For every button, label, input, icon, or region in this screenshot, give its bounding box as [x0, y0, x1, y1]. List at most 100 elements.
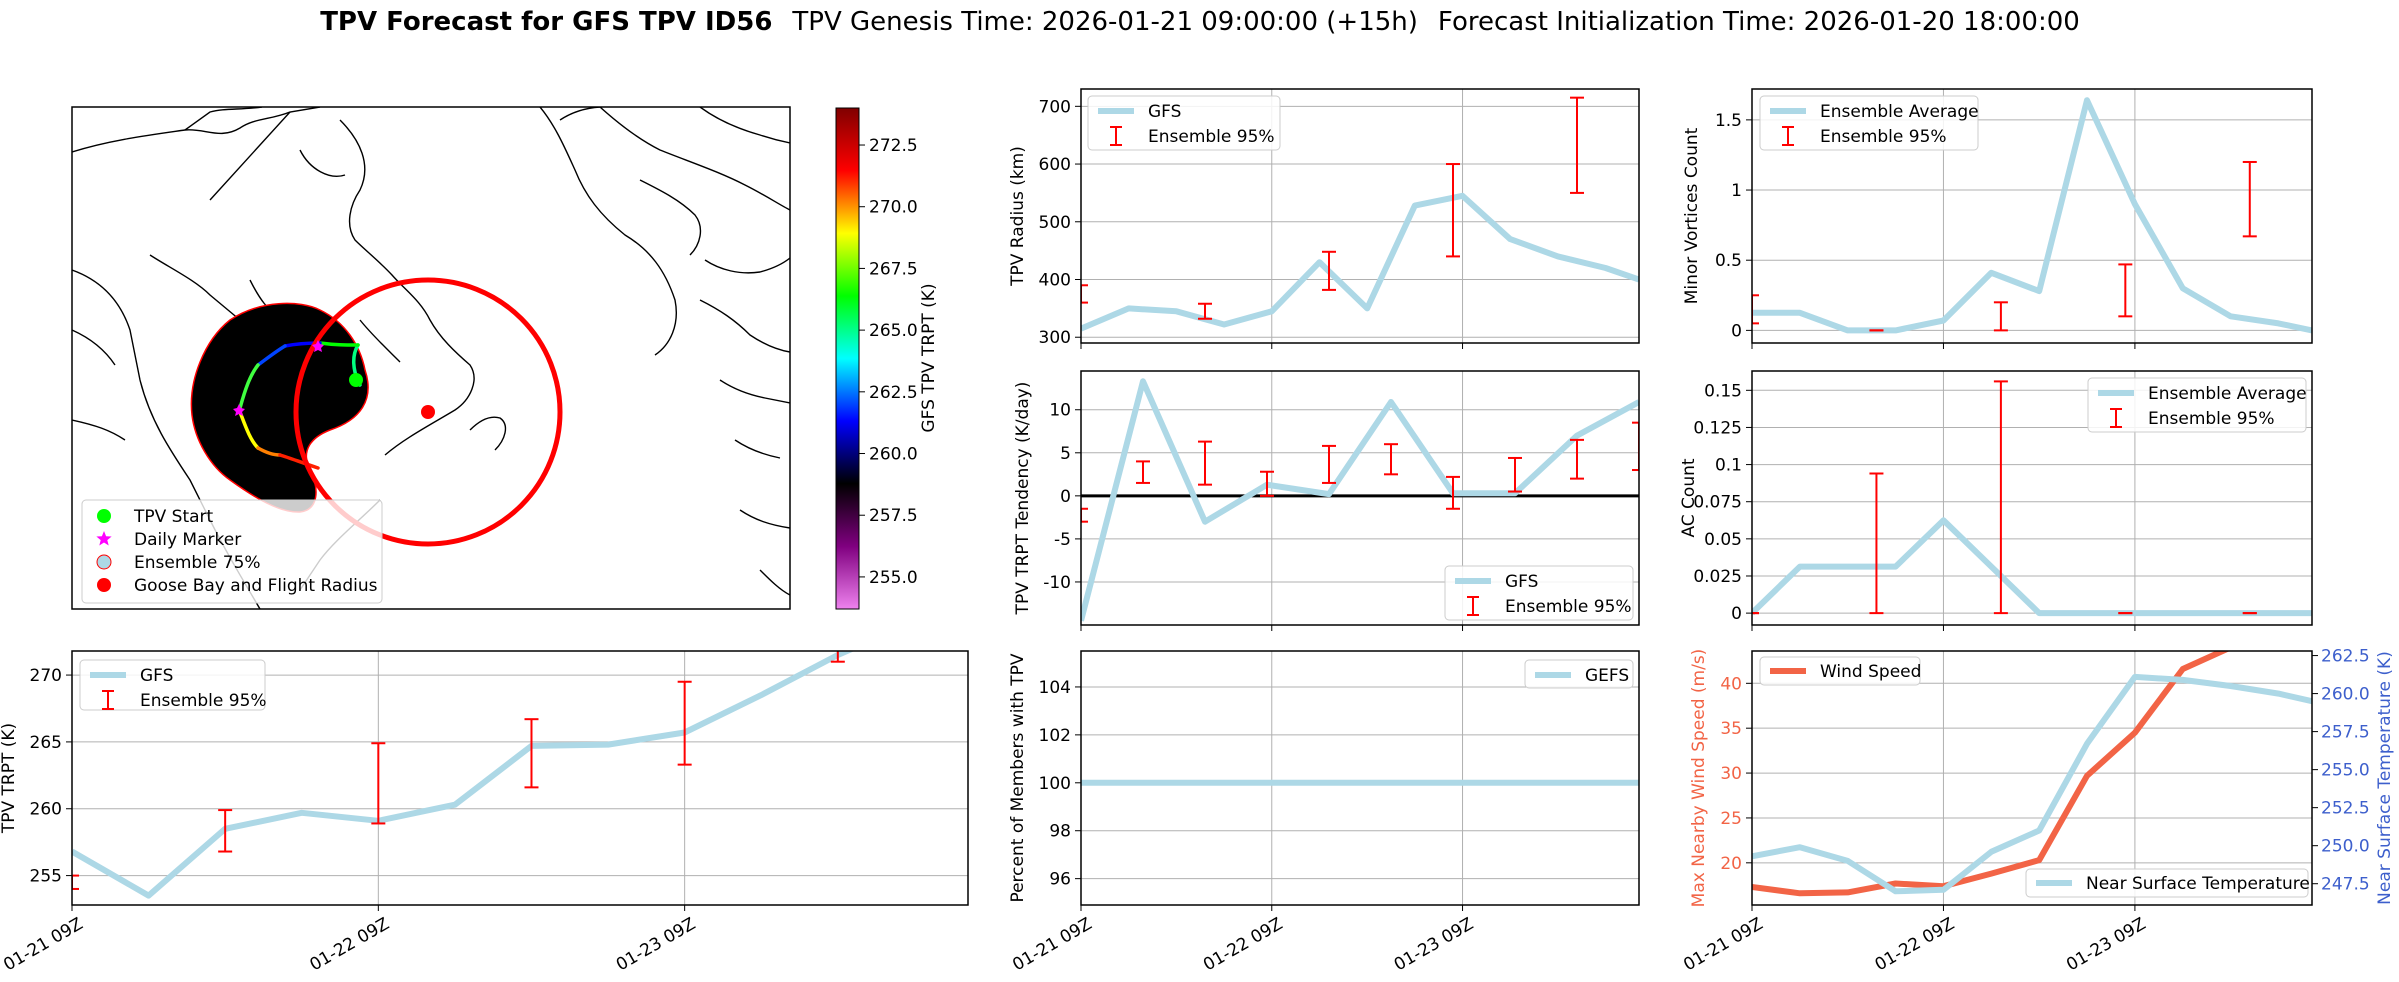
error-bar	[1508, 456, 1522, 493]
y-tick-label: 0.1	[1715, 456, 1742, 476]
series-line	[1752, 673, 2312, 895]
colorbar-tick-label: 265.0	[869, 321, 918, 341]
chart-wind-temp: 20 25 30 35 40 01-21 09Z 01-22 09Z 01-23 09Z Max…	[1680, 647, 2395, 976]
daily-marker-2	[312, 340, 324, 352]
error-bar	[371, 742, 386, 825]
chart-legend: GFS Ensemble 95%	[1087, 95, 1281, 151]
plot-area	[1752, 651, 2312, 897]
track-seg-7	[256, 446, 282, 457]
chart-legend: GFS Ensemble 95%	[79, 659, 267, 711]
legend-marker-icon	[97, 578, 111, 592]
y-tick-label: 30	[1720, 764, 1742, 784]
error-bar	[218, 809, 233, 853]
error-bar	[1322, 250, 1336, 291]
x-tick-label: 01-23 09Z	[613, 914, 699, 975]
error-bar	[2118, 263, 2133, 318]
chart-legend: Ensemble Average Ensemble 95%	[1759, 95, 1979, 151]
y-tick-label: 600	[1039, 155, 1071, 175]
legend-box	[1087, 95, 1281, 151]
track-seg-4	[256, 344, 287, 367]
legend-label: GEFS	[1585, 666, 1629, 686]
chart-ac: 0 0.025 0.05 0.075 0.1 0.125 0.15 AC Count Ensem…	[1679, 370, 2313, 631]
y-tick-label: -5	[1054, 530, 1071, 550]
y-tick-label: 104	[1039, 678, 1071, 698]
legend-label: Ensemble 95%	[140, 691, 267, 711]
y-tick-label: 0.125	[1693, 418, 1742, 438]
y-axis-label: Max Nearby Wind Speed (m/s)	[1689, 649, 1709, 908]
y-tick-label: 0.5	[1715, 251, 1742, 271]
legend-label: Ensemble 95%	[1505, 597, 1632, 617]
y-tick-label: 400	[1039, 271, 1071, 291]
chart-radius: 300 400 500 600 700 TPV Radius (km) GFS Ensembl…	[1008, 88, 1640, 349]
y-tick-label: 40	[1720, 674, 1742, 694]
colorbar-label: GFS TPV TRPT (K)	[919, 283, 939, 432]
y-axis-label: AC Count	[1679, 458, 1699, 537]
colorbar-tick-label: 262.5	[869, 383, 918, 403]
y-tick-label: 1	[1731, 181, 1742, 201]
y-tick-label: 265	[30, 733, 62, 753]
map-legend-label: Ensemble 75%	[134, 553, 261, 573]
colorbar-tick-label: 270.0	[869, 198, 918, 218]
y-tick-label-right: 262.5	[2321, 647, 2370, 667]
y-tick-label: 0	[1060, 487, 1071, 507]
figure-title-genesis: TPV Genesis Time: 2026-01-21 09:00:00 (+…	[791, 7, 1418, 37]
y-tick-label: 35	[1720, 719, 1742, 739]
error-bar	[677, 680, 692, 766]
track-seg-5	[238, 363, 260, 410]
error-bar	[1570, 438, 1584, 480]
axes-frame	[1751, 650, 2313, 906]
y-tick-label-right: 257.5	[2321, 723, 2370, 743]
goose-bay-marker	[421, 405, 435, 419]
legend-label: Ensemble Average	[2148, 384, 2307, 404]
error-bar	[1993, 380, 2008, 615]
error-bar	[1198, 440, 1212, 486]
series-line	[72, 651, 855, 899]
tpv-start-marker	[349, 373, 363, 387]
x-tick-label: 01-22 09Z	[1200, 914, 1286, 975]
y-tick-label-right: 252.5	[2321, 799, 2370, 819]
map-legend-label: Daily Marker	[134, 530, 241, 550]
flight-radius-circle	[293, 277, 563, 547]
map-legend-item: TPV Start	[97, 507, 214, 527]
legend-box	[79, 659, 266, 711]
y-tick-label: -10	[1043, 573, 1071, 593]
legend-label: Near Surface Temperature	[2086, 874, 2310, 894]
legend-label: Ensemble 95%	[1820, 127, 1947, 147]
error-bar	[1446, 475, 1460, 510]
series-line	[1081, 378, 1639, 622]
y-tick-label: 260	[30, 800, 62, 820]
y-tick-label: 500	[1039, 213, 1071, 233]
error-bar	[1081, 284, 1088, 304]
error-bar	[1384, 443, 1398, 476]
y-tick-label-right: 250.0	[2321, 837, 2370, 857]
y-tick-label-right: 255.0	[2321, 761, 2370, 781]
x-tick-label: 01-23 09Z	[2063, 914, 2149, 975]
legend-box	[1759, 95, 1979, 151]
error-bar	[1136, 460, 1150, 484]
chart-legend-wind: Wind Speed	[1759, 656, 1921, 686]
error-bar	[1446, 163, 1460, 258]
y-tick-label: 0	[1731, 321, 1742, 341]
track-seg-2	[318, 341, 360, 347]
plot-area	[72, 651, 855, 899]
legend-label: Ensemble Average	[1820, 102, 1979, 122]
colorbar-tick-label: 257.5	[869, 506, 918, 526]
y-tick-label: 0.025	[1693, 567, 1742, 587]
error-bar	[1260, 470, 1274, 497]
y-tick-label: 5	[1060, 444, 1071, 464]
plot-area	[1081, 96, 1639, 332]
plot-area	[1081, 378, 1639, 622]
y-tick-label: 25	[1720, 809, 1742, 829]
series-line	[1752, 517, 2312, 617]
y-tick-label: 0.15	[1704, 381, 1742, 401]
map-legend: TPV Start Daily Marker Ensemble 75% Goose B…	[81, 499, 383, 604]
legend-box	[2025, 868, 2309, 898]
map-legend-item: Goose Bay and Flight Radius	[97, 576, 378, 596]
axes-frame	[1751, 88, 2313, 344]
y-tick-label: 100	[1039, 774, 1071, 794]
error-bar	[72, 874, 79, 890]
axes-frame	[1751, 370, 2313, 626]
y-tick-label: 300	[1039, 328, 1071, 348]
y-axis-label: Percent of Members with TPV	[1008, 653, 1028, 902]
legend-label: Ensemble 95%	[2148, 409, 2275, 429]
